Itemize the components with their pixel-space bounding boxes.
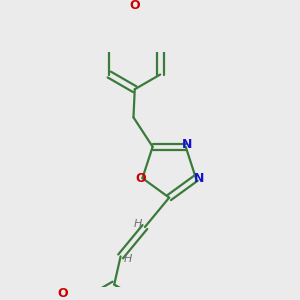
Text: N: N (182, 138, 192, 151)
Text: O: O (57, 287, 68, 300)
Text: O: O (129, 0, 140, 12)
Text: H: H (124, 254, 133, 265)
Text: H: H (134, 220, 142, 230)
Text: O: O (135, 172, 146, 185)
Text: N: N (194, 172, 204, 185)
